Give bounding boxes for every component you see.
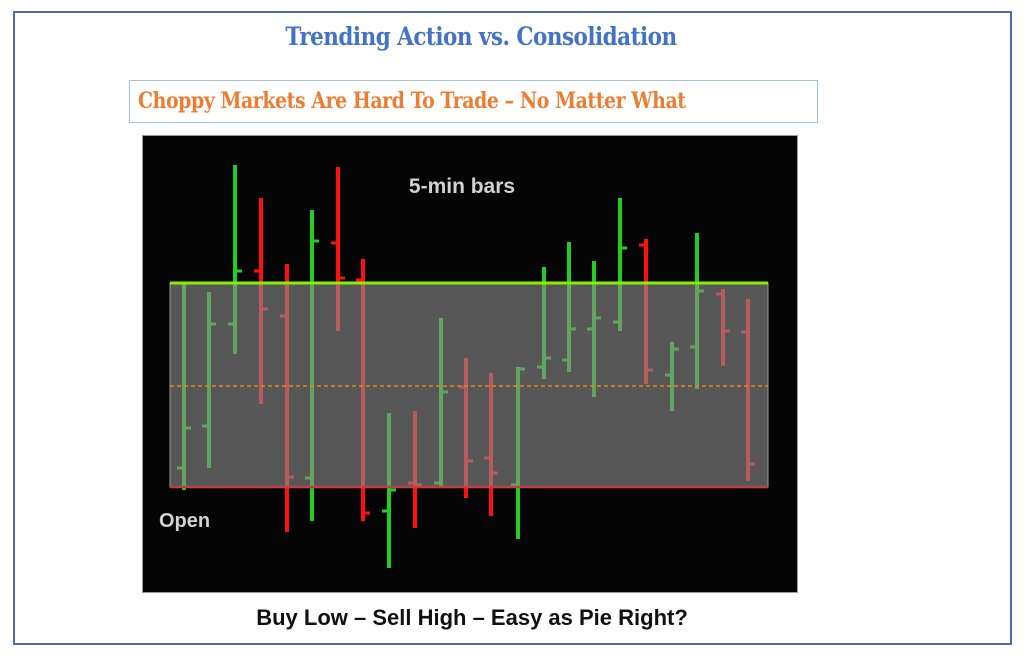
slide-subtitle: Choppy Markets Are Hard To Trade – No Ma… [138, 88, 686, 114]
open-tick [639, 243, 645, 247]
open-tick [331, 241, 337, 245]
ohlc-bar [382, 413, 396, 568]
close-tick [236, 269, 242, 273]
slide-title: Trending Action vs. Consolidation [285, 22, 677, 51]
close-tick [621, 246, 627, 250]
timeframe-label: 5-min bars [409, 175, 515, 198]
consolidation-range [169, 282, 769, 488]
open-tick [254, 269, 260, 273]
open-tick [382, 509, 388, 513]
open-tick [356, 278, 362, 282]
close-tick [313, 239, 319, 243]
close-tick [364, 511, 370, 515]
slide-caption: Buy Low – Sell High – Easy as Pie Right? [256, 605, 688, 630]
close-tick [339, 276, 345, 280]
close-tick [390, 488, 396, 492]
ohlc-bar [331, 167, 345, 331]
open-label: Open [159, 510, 210, 532]
slide-border [13, 11, 1012, 645]
subtitle-box [129, 80, 818, 123]
